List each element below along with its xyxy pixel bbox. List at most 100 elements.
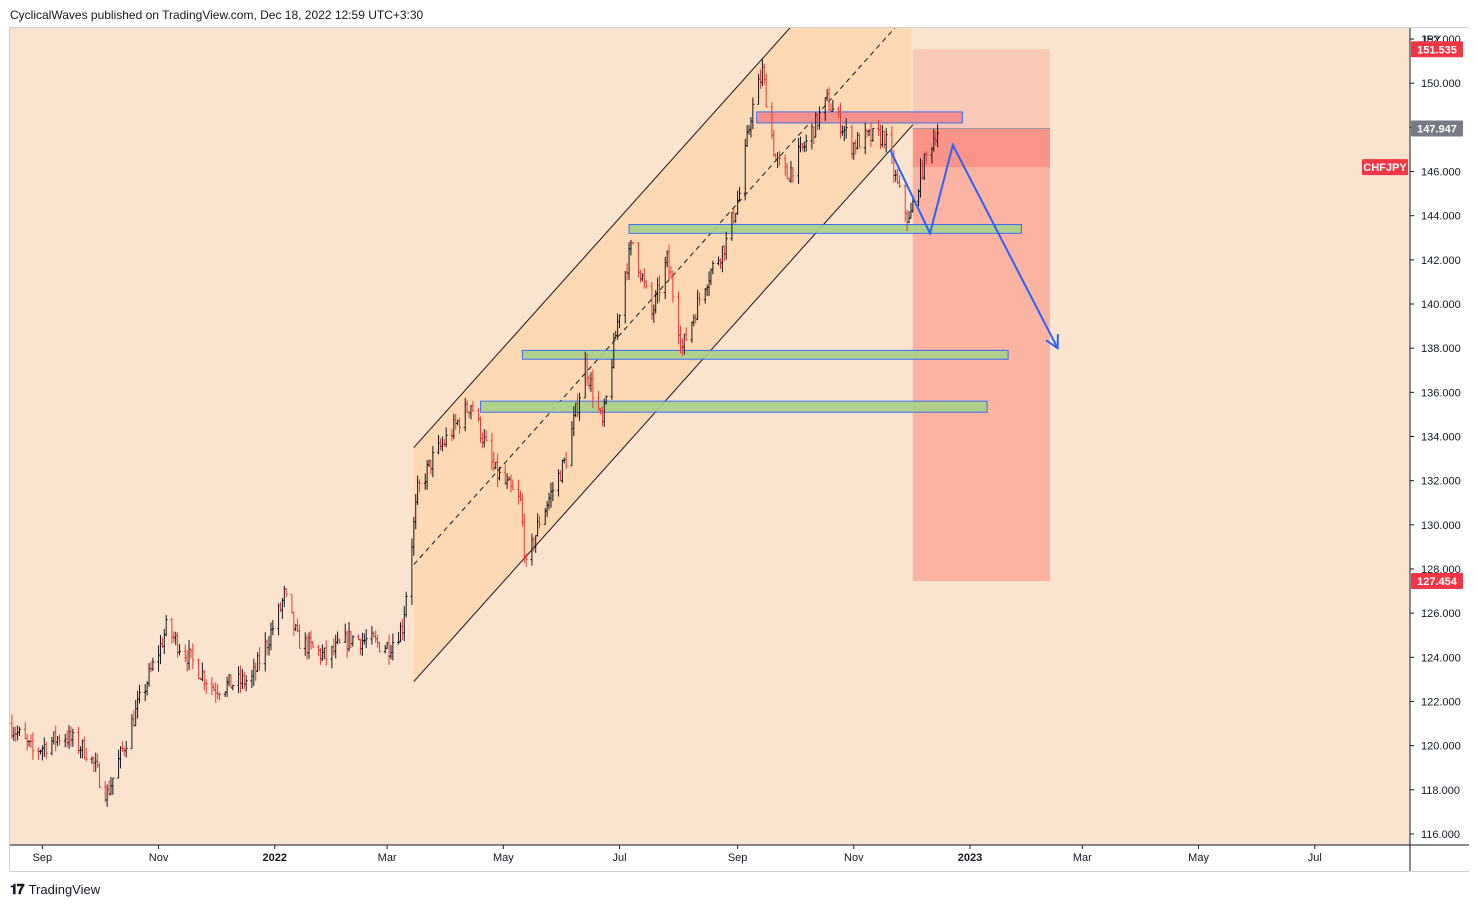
y-tick-label: 128.000 [1421, 564, 1461, 576]
candle [578, 392, 582, 421]
candle [471, 401, 475, 412]
candle [738, 187, 742, 202]
publish-header: CyclicalWaves published on TradingView.c… [10, 8, 423, 22]
candle [271, 620, 275, 636]
channel-lower-line [413, 115, 921, 682]
zone-support-138 [521, 349, 1009, 360]
candle [924, 151, 928, 165]
x-tick-label: May [493, 852, 514, 864]
candle [124, 740, 128, 758]
candle [364, 629, 368, 648]
candle [936, 124, 940, 148]
candle [764, 73, 768, 108]
candle [778, 151, 782, 166]
x-tick-label: 2023 [958, 852, 982, 864]
x-tick-label: Nov [149, 852, 169, 864]
candle [658, 275, 662, 302]
x-tick-label: Sep [728, 852, 748, 864]
candle [18, 726, 22, 736]
y-tick-label: 130.000 [1421, 520, 1461, 532]
candle [218, 692, 222, 701]
candle [551, 481, 555, 502]
candle [631, 242, 635, 245]
price-label: 151.535 [1417, 44, 1457, 56]
price-label-box [1411, 120, 1463, 137]
candle [524, 553, 528, 567]
tradingview-footer[interactable]: 𝟏𝟕 TradingView [10, 881, 100, 898]
candle [338, 638, 342, 644]
zone-resistance [756, 111, 963, 124]
zone-support-135 [479, 400, 988, 413]
candle [791, 167, 795, 183]
x-tick-label: Mar [1073, 852, 1092, 864]
candle [818, 106, 822, 130]
x-tick-label: Mar [378, 852, 397, 864]
candle [71, 728, 75, 747]
candle [391, 633, 395, 661]
y-tick-label: 126.000 [1421, 608, 1461, 620]
candle [684, 327, 688, 341]
candle [831, 99, 835, 112]
x-tick-label: Jul [1308, 852, 1322, 864]
candle [498, 466, 502, 481]
candle [84, 748, 88, 762]
candle [111, 777, 115, 795]
candle [511, 479, 515, 490]
candle [444, 427, 448, 448]
candle [58, 733, 62, 746]
candle [98, 762, 102, 788]
y-tick-label: 124.000 [1421, 652, 1461, 664]
candle [378, 642, 382, 653]
candle [31, 732, 35, 760]
candle [244, 675, 248, 692]
candle [311, 641, 315, 648]
candle [418, 479, 422, 492]
zone-support-144 [628, 224, 1022, 234]
candle [458, 417, 462, 434]
candle [178, 644, 182, 656]
y-tick-label: 142.000 [1421, 255, 1461, 267]
candle [231, 684, 235, 691]
candle [898, 175, 902, 189]
candle [698, 292, 702, 306]
candle [258, 647, 262, 671]
candle [618, 314, 622, 328]
candle [191, 643, 195, 669]
y-tick-label: 116.000 [1421, 829, 1460, 841]
price-scale-background [1410, 28, 1469, 871]
candle [484, 430, 488, 442]
y-tick-label: 146.000 [1421, 167, 1461, 179]
candle [284, 587, 288, 598]
candle [804, 134, 808, 152]
time-scale-background [10, 845, 1410, 871]
y-tick-label: 138.000 [1421, 343, 1461, 355]
price-label-box [1411, 573, 1463, 590]
candle [591, 369, 595, 408]
candle [324, 640, 328, 666]
candle [431, 446, 435, 478]
y-tick-label: 134.000 [1421, 432, 1461, 444]
candle [751, 97, 755, 130]
x-tick-label: Sep [33, 852, 53, 864]
candle [871, 128, 875, 142]
x-tick-label: May [1188, 852, 1209, 864]
price-label-box [1411, 41, 1463, 58]
price-label: 127.454 [1417, 576, 1458, 588]
y-tick-label: 150.000 [1421, 78, 1461, 90]
y-tick-label: 140.000 [1421, 299, 1461, 311]
tradingview-logo-icon: 𝟏𝟕 [10, 881, 25, 897]
y-tick-label: 136.000 [1421, 387, 1461, 399]
y-tick-label: 118.000 [1421, 785, 1460, 797]
forecast-arrowhead [1045, 334, 1059, 351]
candle [298, 624, 302, 649]
x-tick-label: 2022 [263, 852, 287, 864]
y-tick-label: 122.000 [1421, 696, 1461, 708]
tradingview-brand: TradingView [28, 882, 101, 897]
candle [858, 133, 862, 149]
price-label: CHFJPY [1363, 162, 1407, 174]
candle [151, 657, 155, 671]
candle [724, 231, 728, 260]
channel-upper-line [413, 28, 791, 448]
candle [44, 741, 48, 759]
